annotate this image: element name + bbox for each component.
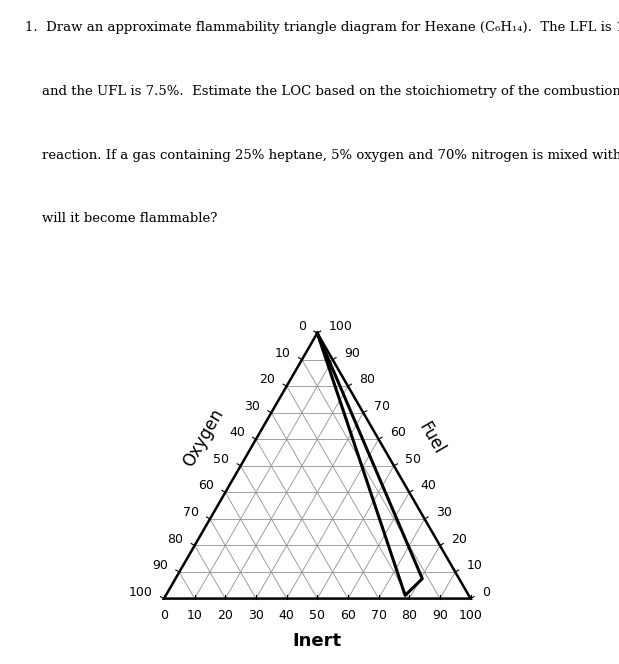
Text: 0: 0 <box>298 320 306 333</box>
Text: 30: 30 <box>245 400 260 413</box>
Text: 60: 60 <box>390 426 405 440</box>
Text: 90: 90 <box>344 347 360 360</box>
Text: 20: 20 <box>451 533 467 546</box>
Text: 10: 10 <box>466 559 482 572</box>
Text: 90: 90 <box>152 559 168 572</box>
Text: 10: 10 <box>187 609 202 622</box>
Text: 1.  Draw an approximate flammability triangle diagram for Hexane (C₆H₁₄).  The L: 1. Draw an approximate flammability tria… <box>25 21 619 35</box>
Text: 70: 70 <box>371 609 387 622</box>
Text: 70: 70 <box>374 400 391 413</box>
Text: 100: 100 <box>329 320 352 333</box>
Text: 90: 90 <box>432 609 448 622</box>
Text: Inert: Inert <box>293 632 342 650</box>
Text: 40: 40 <box>279 609 295 622</box>
Text: 80: 80 <box>168 533 183 546</box>
Text: 50: 50 <box>214 453 230 466</box>
Text: 70: 70 <box>183 506 199 519</box>
Text: reaction. If a gas containing 25% heptane, 5% oxygen and 70% nitrogen is mixed w: reaction. If a gas containing 25% heptan… <box>25 149 619 162</box>
Text: 10: 10 <box>275 347 291 360</box>
Text: Oxygen: Oxygen <box>180 406 227 470</box>
Text: 0: 0 <box>482 586 490 599</box>
Text: and the UFL is 7.5%.  Estimate the LOC based on the stoichiometry of the combust: and the UFL is 7.5%. Estimate the LOC ba… <box>25 85 619 98</box>
Text: 100: 100 <box>129 586 153 599</box>
Text: 30: 30 <box>248 609 264 622</box>
Text: Fuel: Fuel <box>415 419 448 457</box>
Text: 20: 20 <box>217 609 233 622</box>
Text: 20: 20 <box>259 373 275 386</box>
Text: 40: 40 <box>420 479 436 493</box>
Text: will it become flammable?: will it become flammable? <box>25 212 217 226</box>
Text: 60: 60 <box>340 609 356 622</box>
Text: 100: 100 <box>459 609 483 622</box>
Text: 60: 60 <box>198 479 214 493</box>
Text: 50: 50 <box>310 609 325 622</box>
Text: 80: 80 <box>401 609 417 622</box>
Text: 30: 30 <box>436 506 452 519</box>
Text: 50: 50 <box>405 453 421 466</box>
Text: 40: 40 <box>229 426 245 440</box>
Text: 80: 80 <box>359 373 375 386</box>
Text: 0: 0 <box>160 609 168 622</box>
